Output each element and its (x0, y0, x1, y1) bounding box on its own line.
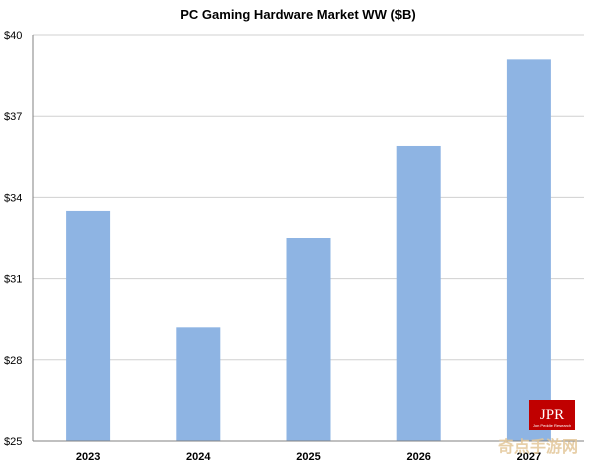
y-tick-label: $31 (4, 274, 22, 286)
chart-title: PC Gaming Hardware Market WW ($B) (180, 7, 416, 22)
bar-2024 (176, 327, 221, 441)
y-axis-ticks: $25 $28 $31 $34 $37 $40 (4, 30, 22, 448)
svg-text:Jon Peddie Research: Jon Peddie Research (533, 423, 571, 428)
y-tick-label: $34 (4, 192, 22, 204)
y-tick-label: $40 (4, 30, 22, 42)
x-tick-label: 2027 (517, 451, 541, 463)
bars (66, 59, 551, 442)
x-tick-label: 2025 (296, 451, 320, 463)
bar-2023 (66, 210, 111, 441)
y-tick-label: $28 (4, 355, 22, 367)
watermark: 奇点手游网 (498, 437, 578, 456)
bar-2025 (286, 238, 331, 441)
bar-2026 (396, 145, 441, 441)
x-tick-label: 2026 (406, 451, 430, 463)
x-tick-label: 2023 (76, 451, 100, 463)
x-axis-ticks: 2023 2024 2025 2026 2027 (76, 451, 541, 463)
y-tick-label: $37 (4, 111, 22, 123)
x-tick-label: 2024 (186, 451, 211, 463)
svg-text:JPR: JPR (540, 407, 564, 423)
bar-2027 (506, 59, 551, 442)
y-tick-label: $25 (4, 436, 22, 448)
jpr-logo: JPR Jon Peddie Research (529, 400, 575, 430)
